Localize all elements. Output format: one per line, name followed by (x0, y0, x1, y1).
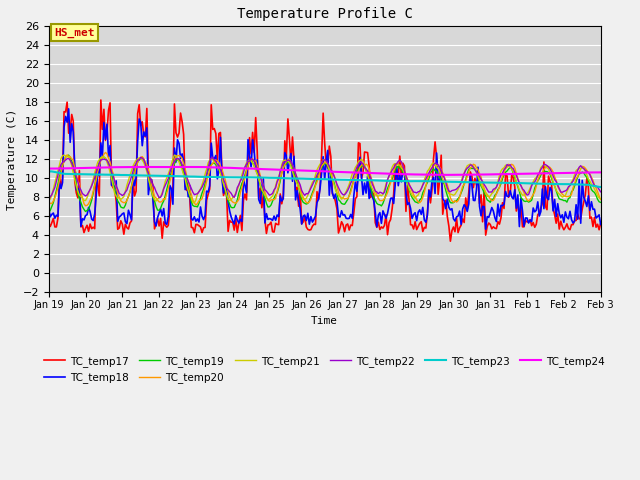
Line: TC_temp19: TC_temp19 (49, 155, 600, 213)
Line: TC_temp23: TC_temp23 (49, 171, 600, 187)
Y-axis label: Temperature (C): Temperature (C) (7, 108, 17, 210)
Line: TC_temp20: TC_temp20 (49, 153, 600, 206)
Line: TC_temp24: TC_temp24 (49, 167, 600, 175)
X-axis label: Time: Time (311, 315, 338, 325)
Legend: TC_temp17, TC_temp18, TC_temp19, TC_temp20, TC_temp21, TC_temp22, TC_temp23, TC_: TC_temp17, TC_temp18, TC_temp19, TC_temp… (44, 356, 605, 383)
Line: TC_temp18: TC_temp18 (49, 109, 600, 229)
Line: TC_temp21: TC_temp21 (49, 155, 600, 203)
Line: TC_temp17: TC_temp17 (49, 100, 600, 241)
Line: TC_temp22: TC_temp22 (49, 157, 600, 199)
Text: HS_met: HS_met (54, 27, 95, 38)
Title: Temperature Profile C: Temperature Profile C (237, 7, 413, 21)
